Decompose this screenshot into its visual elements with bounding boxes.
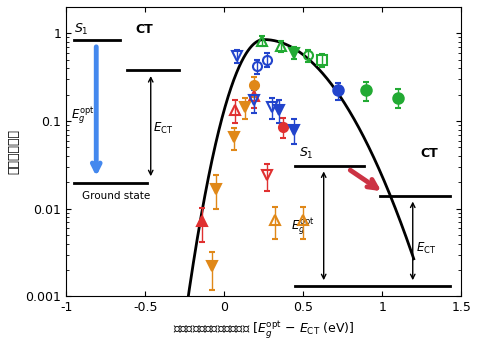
Y-axis label: 電荷生成効率: 電荷生成効率 [7,129,20,174]
X-axis label: 電子状態間のエネルギー差 [$E_g^{\mathrm{opt}}$ − $E_{\mathrm{CT}}$ (eV)]: 電子状態間のエネルギー差 [$E_g^{\mathrm{opt}}$ − $E_… [173,320,355,341]
